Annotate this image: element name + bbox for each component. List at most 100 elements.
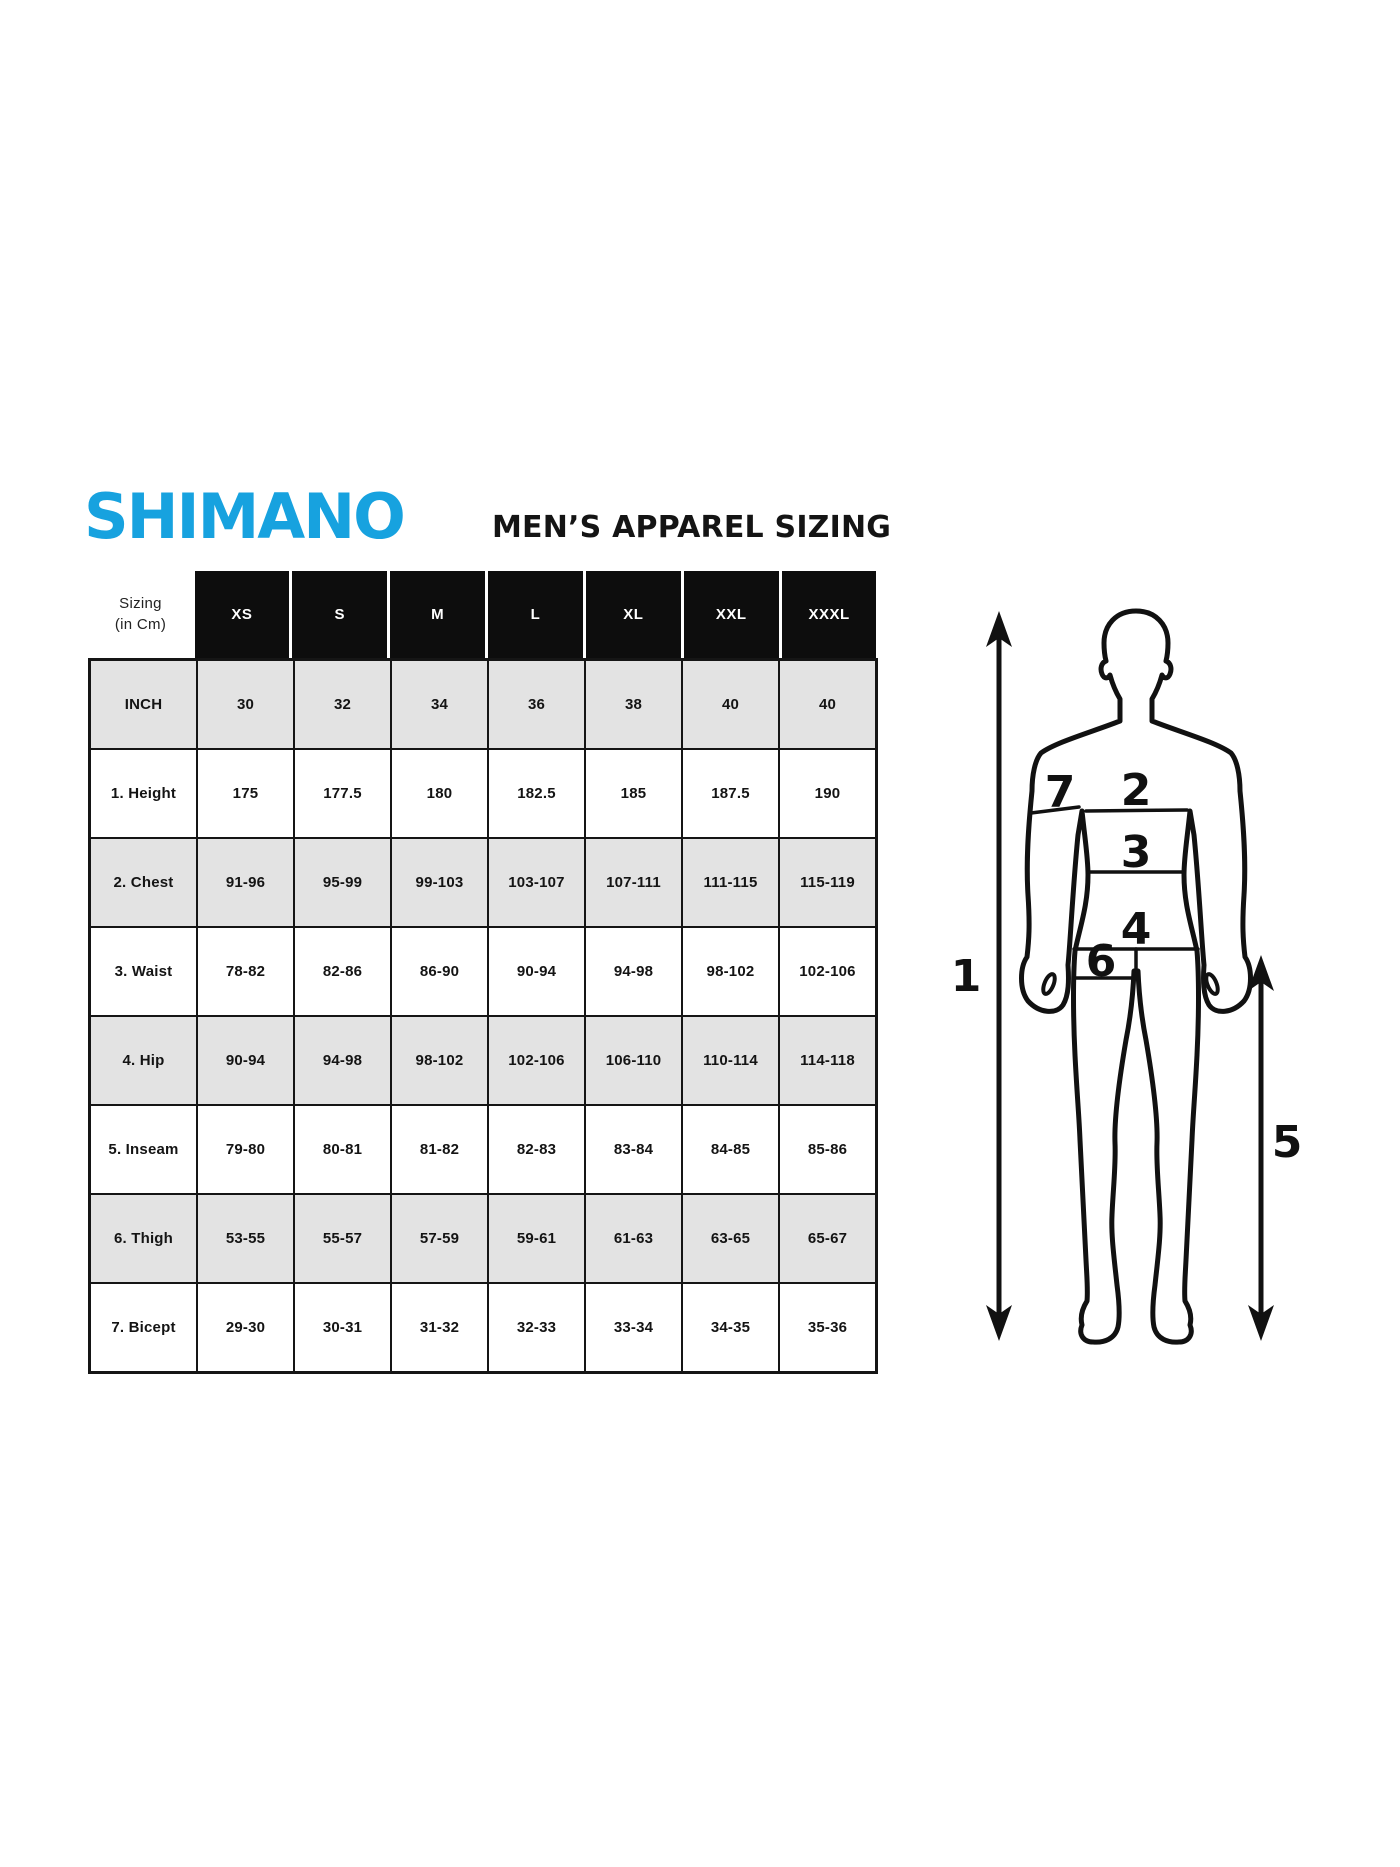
size-value-cell: 190 [778, 750, 875, 837]
table-row: 5. Inseam 79-80 80-81 81-82 82-83 83-84 84-85 8… [91, 1104, 875, 1193]
row-label: 3. Waist [91, 928, 196, 1015]
size-value-cell: 187.5 [681, 750, 778, 837]
size-value-cell: 177.5 [293, 750, 390, 837]
size-value-cell: 65-67 [778, 1195, 875, 1282]
row-label: 2. Chest [91, 839, 196, 926]
size-value-cell: 63-65 [681, 1195, 778, 1282]
body-diagram: 1 2 3 4 5 6 7 [951, 608, 1302, 1345]
size-value-cell: 40 [778, 661, 875, 748]
size-value-cell: 91-96 [196, 839, 293, 926]
size-column-header-xxl: XXL [682, 571, 780, 658]
size-value-cell: 59-61 [487, 1195, 584, 1282]
row-label: 7. Bicept [91, 1284, 196, 1371]
label-chest: 2 [1121, 765, 1152, 816]
table-row: 1. Height 175 177.5 180 182.5 185 187.5 190 [91, 748, 875, 837]
label-thigh: 6 [1086, 936, 1117, 987]
label-hip: 4 [1121, 904, 1152, 955]
size-value-cell: 102-106 [487, 1017, 584, 1104]
right-thumb [1204, 972, 1220, 996]
size-column-header-label: XXL [683, 571, 779, 658]
size-value-cell: 95-99 [293, 839, 390, 926]
size-value-cell: 34 [390, 661, 487, 748]
size-value-cell: 98-102 [681, 928, 778, 1015]
size-value-cell: 30 [196, 661, 293, 748]
size-value-cell: 61-63 [584, 1195, 681, 1282]
table-row: 7. Bicept 29-30 30-31 31-32 32-33 33-34 34-35 3… [91, 1282, 875, 1371]
corner-label: Sizing (in Cm) [88, 571, 193, 658]
row-label: 6. Thigh [91, 1195, 196, 1282]
height-arrow [986, 611, 1012, 1341]
size-column-header-xxxl: XXXL [780, 571, 878, 658]
size-value-cell: 38 [584, 661, 681, 748]
size-column-header-label: XXXL [781, 571, 877, 658]
size-value-cell: 36 [487, 661, 584, 748]
size-column-header-m: M [389, 571, 487, 658]
size-value-cell: 106-110 [584, 1017, 681, 1104]
size-value-cell: 57-59 [390, 1195, 487, 1282]
inseam-arrow [1248, 955, 1274, 1341]
size-value-cell: 98-102 [390, 1017, 487, 1104]
label-bicep: 7 [1045, 767, 1076, 818]
size-value-cell: 94-98 [584, 928, 681, 1015]
size-value-cell: 102-106 [778, 928, 875, 1015]
table-row: 2. Chest 91-96 95-99 99-103 103-107 107-111 11… [91, 837, 875, 926]
size-value-cell: 82-83 [487, 1106, 584, 1193]
row-label: 1. Height [91, 750, 196, 837]
corner-label-line1: Sizing [119, 595, 162, 613]
size-column-header-label: M [390, 571, 486, 658]
size-column-header-s: S [291, 571, 389, 658]
size-value-cell: 185 [584, 750, 681, 837]
label-height: 1 [951, 951, 982, 1002]
size-column-header-l: L [487, 571, 585, 658]
sizing-table: Sizing (in Cm) XS S M L XL XXL XXXL INCH 30 32 34… [88, 571, 878, 1374]
size-value-cell: 34-35 [681, 1284, 778, 1371]
size-value-cell: 82-86 [293, 928, 390, 1015]
row-label: 5. Inseam [91, 1106, 196, 1193]
size-value-cell: 80-81 [293, 1106, 390, 1193]
size-value-cell: 81-82 [390, 1106, 487, 1193]
size-value-cell: 55-57 [293, 1195, 390, 1282]
size-value-cell: 94-98 [293, 1017, 390, 1104]
size-value-cell: 90-94 [196, 1017, 293, 1104]
size-value-cell: 110-114 [681, 1017, 778, 1104]
size-value-cell: 83-84 [584, 1106, 681, 1193]
size-column-header-xs: XS [193, 571, 291, 658]
table-row: 3. Waist 78-82 82-86 86-90 90-94 94-98 98-102 1… [91, 926, 875, 1015]
size-value-cell: 182.5 [487, 750, 584, 837]
size-column-header-label: S [292, 571, 388, 658]
size-value-cell: 85-86 [778, 1106, 875, 1193]
size-column-header-label: XS [194, 571, 290, 658]
size-value-cell: 90-94 [487, 928, 584, 1015]
size-value-cell: 111-115 [681, 839, 778, 926]
size-value-cell: 115-119 [778, 839, 875, 926]
size-value-cell: 103-107 [487, 839, 584, 926]
shimano-logo: SHIMANO [84, 480, 406, 553]
size-value-cell: 29-30 [196, 1284, 293, 1371]
size-column-header-label: L [488, 571, 583, 658]
table-row: 6. Thigh 53-55 55-57 57-59 59-61 61-63 63-65 65… [91, 1193, 875, 1282]
size-value-cell: 53-55 [196, 1195, 293, 1282]
sizing-table-body: INCH 30 32 34 36 38 40 40 1. Height 175 177.5 180 18… [88, 658, 878, 1374]
size-value-cell: 84-85 [681, 1106, 778, 1193]
size-value-cell: 79-80 [196, 1106, 293, 1193]
size-value-cell: 33-34 [584, 1284, 681, 1371]
bicep-line [1029, 805, 1081, 815]
size-value-cell: 86-90 [390, 928, 487, 1015]
size-value-cell: 175 [196, 750, 293, 837]
size-value-cell: 31-32 [390, 1284, 487, 1371]
size-header-row: Sizing (in Cm) XS S M L XL XXL XXXL [88, 571, 878, 658]
size-value-cell: 114-118 [778, 1017, 875, 1104]
size-value-cell: 32-33 [487, 1284, 584, 1371]
size-value-cell: 180 [390, 750, 487, 837]
size-value-cell: 107-111 [584, 839, 681, 926]
chest-line [1084, 808, 1189, 813]
size-column-header-label: XL [585, 571, 681, 658]
row-label: INCH [91, 661, 196, 748]
size-column-header-xl: XL [584, 571, 682, 658]
size-value-cell: 99-103 [390, 839, 487, 926]
table-row: 4. Hip 90-94 94-98 98-102 102-106 106-110 110-… [91, 1015, 875, 1104]
page-title: MEN’S APPAREL SIZING [492, 510, 892, 545]
size-value-cell: 78-82 [196, 928, 293, 1015]
row-label: 4. Hip [91, 1017, 196, 1104]
